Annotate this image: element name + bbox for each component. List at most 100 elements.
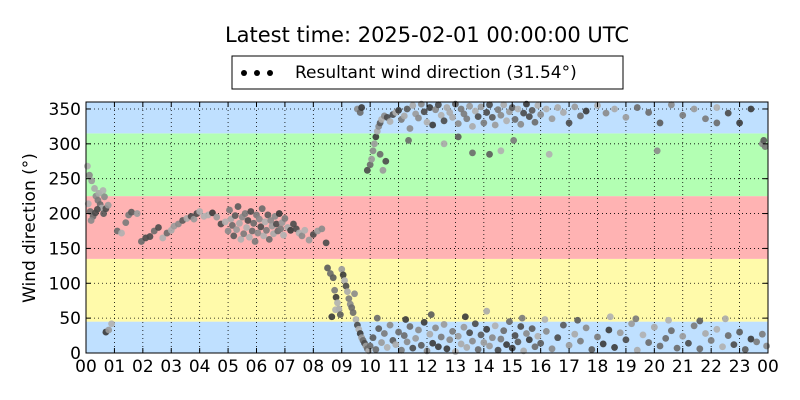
data-point	[497, 111, 505, 119]
data-point	[510, 136, 518, 144]
data-point	[440, 140, 448, 148]
y-tick-label: 150	[49, 239, 81, 259]
data-point	[363, 166, 371, 174]
data-point	[761, 143, 769, 151]
data-point	[471, 320, 479, 328]
data-point	[342, 282, 350, 290]
data-point	[760, 136, 768, 144]
data-point	[305, 236, 313, 244]
y-tick-label: 350	[49, 100, 81, 120]
data-point	[741, 346, 749, 353]
data-point	[221, 218, 229, 226]
data-point	[224, 227, 232, 235]
data-point	[486, 342, 493, 350]
x-tick-label: 22	[700, 357, 722, 377]
data-point	[582, 107, 590, 115]
data-point	[403, 105, 411, 113]
data-point	[366, 161, 374, 169]
data-point	[548, 345, 556, 353]
data-point	[656, 342, 664, 350]
data-point	[724, 109, 732, 117]
chart-title: Latest time: 2025-02-01 00:00:00 UTC	[225, 23, 629, 47]
x-tick-label: 19	[615, 357, 637, 377]
data-point	[372, 133, 380, 141]
data-point	[432, 324, 439, 332]
data-point	[679, 111, 687, 119]
data-point	[104, 201, 112, 209]
y-tick-label: 300	[49, 135, 81, 155]
data-point	[702, 115, 709, 123]
data-point	[371, 140, 378, 148]
data-point	[237, 235, 245, 243]
data-point	[506, 318, 513, 326]
data-point	[395, 328, 402, 336]
data-point	[753, 338, 761, 346]
data-point	[244, 217, 252, 224]
data-point	[702, 330, 709, 337]
data-point	[412, 334, 420, 342]
data-point	[497, 335, 505, 343]
data-point	[511, 332, 519, 339]
data-point	[426, 330, 434, 338]
data-point	[500, 101, 508, 109]
data-point	[667, 101, 675, 109]
data-point	[656, 119, 664, 127]
data-point	[565, 119, 573, 127]
x-tick-label: 10	[359, 357, 381, 377]
legend-marker-dot	[254, 70, 260, 76]
data-point	[514, 105, 522, 113]
data-point	[260, 232, 268, 240]
data-point	[91, 185, 98, 192]
data-point	[339, 271, 347, 279]
data-point	[511, 116, 519, 123]
data-point	[454, 120, 462, 128]
data-point	[108, 320, 115, 328]
data-point	[400, 112, 408, 120]
data-point	[665, 316, 672, 324]
data-point	[128, 208, 135, 216]
data-point	[542, 105, 550, 113]
data-point	[517, 120, 525, 128]
data-point	[713, 104, 721, 111]
data-point	[477, 331, 485, 339]
data-point	[395, 106, 402, 114]
data-point	[523, 330, 530, 337]
data-point	[265, 235, 273, 243]
data-point	[236, 219, 243, 227]
data-point	[469, 149, 476, 157]
data-point	[349, 309, 357, 316]
data-point	[209, 209, 216, 217]
data-point	[503, 117, 510, 125]
data-point	[554, 104, 562, 111]
data-point	[280, 231, 287, 239]
data-point	[341, 277, 348, 284]
data-point	[258, 205, 266, 213]
x-tick-label: 02	[132, 357, 154, 377]
data-point	[514, 338, 522, 346]
data-point	[434, 343, 442, 351]
data-point	[528, 106, 536, 114]
data-point	[525, 113, 533, 121]
data-point	[611, 105, 618, 113]
data-point	[84, 162, 91, 170]
data-point	[577, 112, 584, 120]
data-point	[736, 328, 743, 336]
data-point	[571, 330, 579, 338]
data-point	[392, 341, 400, 349]
data-point	[372, 346, 380, 353]
data-point	[483, 325, 491, 333]
x-tick-label: 13	[445, 357, 467, 377]
data-point	[474, 346, 482, 353]
data-point	[622, 336, 630, 344]
data-point	[440, 321, 448, 328]
data-point	[488, 334, 496, 342]
data-point	[653, 147, 661, 155]
data-point	[378, 339, 385, 346]
data-point	[517, 323, 525, 330]
data-point	[332, 306, 339, 314]
data-point	[491, 121, 499, 129]
data-point	[494, 346, 502, 354]
data-point	[190, 215, 198, 223]
data-point	[622, 113, 630, 121]
